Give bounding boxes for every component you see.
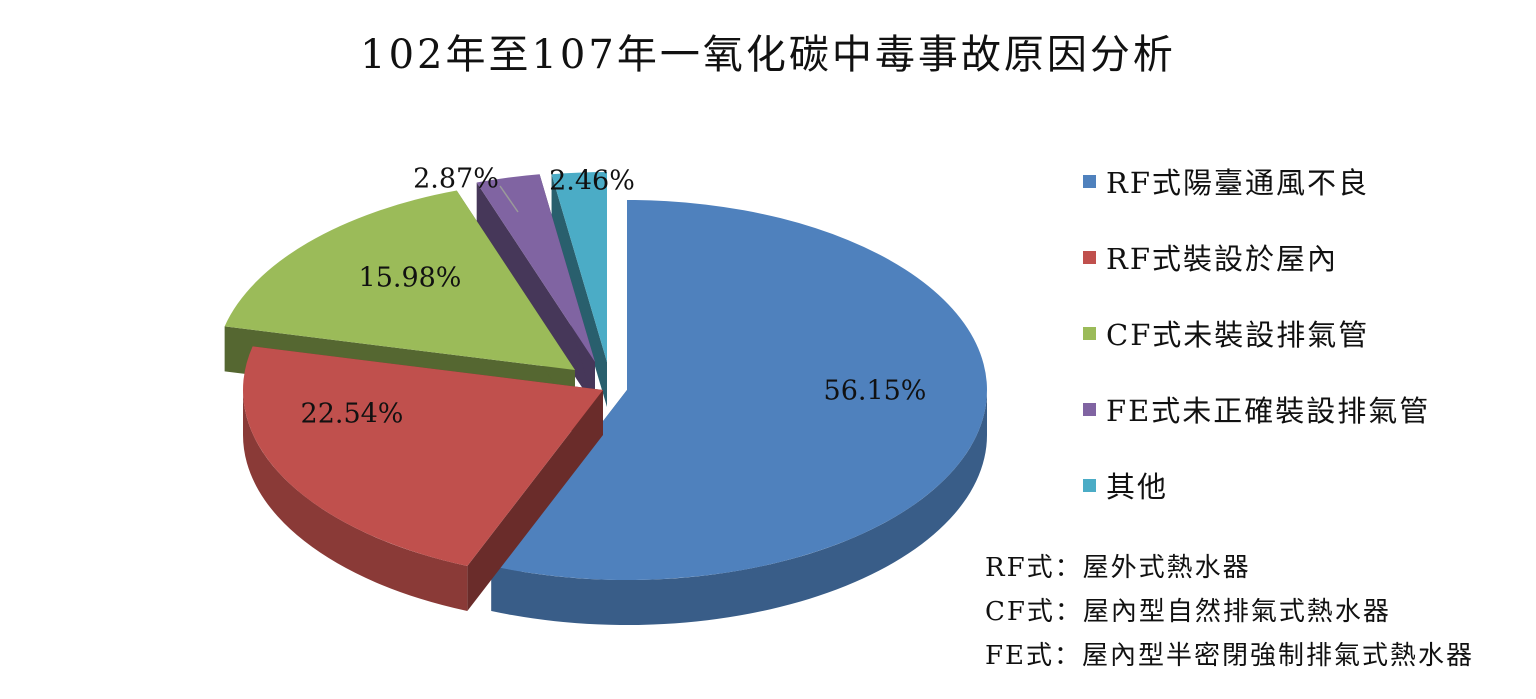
note-cf-definition: CF式：屋內型自然排氣式熱水器	[985, 597, 1391, 627]
legend-item-cf-no-exhaust: CF式未裝設排氣管	[1083, 310, 1430, 356]
legend-label: FE式未正確裝設排氣管	[1106, 394, 1431, 428]
legend-swatch	[1083, 326, 1096, 340]
pie-slice-top	[242, 346, 603, 566]
data-label-leader-line	[499, 185, 519, 213]
pie-slice-wall-start	[467, 390, 603, 611]
data-label-5: 2.46%	[549, 166, 635, 197]
legend-label: RF式陽臺通風不良	[1106, 166, 1369, 200]
legend-swatch	[1083, 478, 1096, 492]
pie-slice-top	[476, 174, 595, 362]
pie-slice-outer-wall	[243, 390, 468, 611]
legend-swatch	[1083, 250, 1096, 264]
footnotes: RF式：屋外式熱水器 CF式：屋內型自然排氣式熱水器 FE式：屋內型半密閉強制排…	[985, 546, 1474, 678]
pie-slices	[224, 172, 988, 625]
pie-slice-2	[242, 346, 603, 611]
legend-swatch	[1083, 402, 1096, 416]
data-label-1: 56.15%	[824, 376, 927, 407]
pie-slice-top	[551, 172, 607, 362]
pie-slice-5	[551, 172, 607, 407]
note-fe-definition: FE式：屋內型半密閉強制排氣式熱水器	[985, 641, 1475, 671]
legend-swatch	[1083, 174, 1096, 188]
pie-slice-4	[476, 174, 595, 407]
pie-slice-outer-wall	[491, 390, 987, 625]
pie-slice-wall-start	[551, 174, 607, 407]
legend-label: 其他	[1106, 470, 1169, 504]
pie-data-labels: 56.15% 22.54% 15.98% 2.87% 2.46%	[301, 164, 927, 430]
legend-item-other: 其他	[1083, 462, 1430, 508]
legend-label: RF式裝設於屋內	[1106, 242, 1338, 276]
legend-item-rf-balcony: RF式陽臺通風不良	[1083, 158, 1430, 204]
chart-title: 102年至107年一氧化碳中毒事故原因分析	[360, 32, 1176, 78]
data-label-4: 2.87%	[413, 164, 499, 195]
data-label-3: 15.98%	[359, 263, 462, 294]
note-rf-definition: RF式：屋外式熱水器	[985, 553, 1251, 583]
pie-slice-wall-start	[476, 182, 595, 407]
legend-item-rf-indoor: RF式裝設於屋內	[1083, 234, 1430, 280]
legend-item-fe-bad-exhaust: FE式未正確裝設排氣管	[1083, 386, 1430, 432]
data-label-2: 22.54%	[301, 399, 404, 430]
pie-slice-top	[491, 200, 988, 580]
pie-slice-top	[224, 190, 575, 370]
chart-legend: RF式陽臺通風不良 RF式裝設於屋內 CF式未裝設排氣管 FE式未正確裝設排氣管…	[1083, 158, 1430, 538]
legend-label: CF式未裝設排氣管	[1106, 318, 1370, 352]
